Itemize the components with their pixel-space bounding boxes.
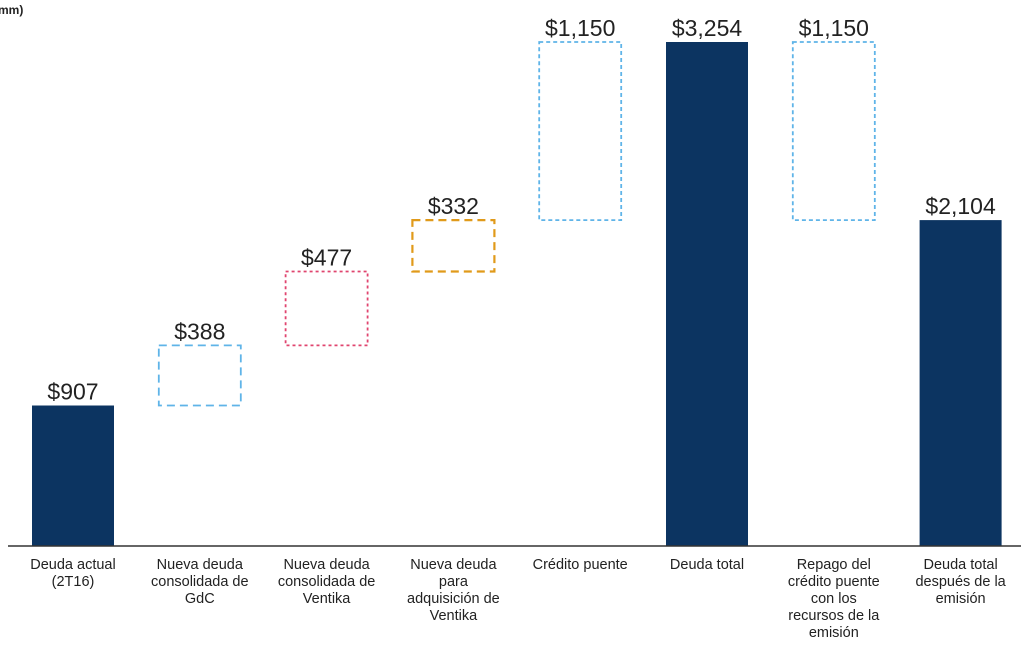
category-label-nueva-deuda-consolidada-de-ventika: Nueva deuda consolidada de Ventika (278, 557, 376, 607)
bar-deuda-actual-2t16 (32, 405, 114, 546)
category-label-deuda-total: Deuda total (670, 557, 744, 573)
value-label-nueva-deuda-consolidada-de-ventika: $477 (301, 245, 352, 271)
value-label-credito-puente: $1,150 (545, 15, 615, 41)
category-label-deuda-actual-2t16: Deuda actual (2T16) (30, 557, 115, 590)
category-label-nueva-deuda-consolidada-de-gdc: Nueva deuda consolidada de GdC (151, 557, 249, 607)
unit-label: mm) (0, 3, 23, 17)
bar-deuda-total-despues-de-la-emision (919, 220, 1002, 546)
bar-repago-del-credito-puente-con-los-recursos-de-la-emision (791, 41, 876, 222)
bar-nueva-deuda-para-adquisicion-de-ventika (411, 219, 496, 273)
value-label-nueva-deuda-para-adquisicion-de-ventika: $332 (428, 193, 479, 219)
value-label-deuda-total-despues-de-la-emision: $2,104 (925, 193, 996, 219)
bar-nueva-deuda-consolidada-de-ventika (284, 270, 369, 347)
bar-nueva-deuda-consolidada-de-gdc (157, 344, 242, 407)
category-label-repago-del-credito-puente-con-los-recursos-de-la-emision: Repago del crédito puente con los recursos … (788, 557, 880, 641)
category-label-nueva-deuda-para-adquisicion-de-ventika: Nueva deuda para adquisición de Ventika (407, 557, 500, 624)
category-label-deuda-total-despues-de-la-emision: Deuda total después de la emisión (915, 557, 1006, 607)
bar-deuda-total (666, 42, 748, 546)
value-label-repago-del-credito-puente-con-los-recursos-de-la-emision: $1,150 (799, 15, 869, 41)
value-label-deuda-total: $3,254 (672, 15, 743, 41)
category-label-credito-puente: Crédito puente (533, 557, 628, 573)
value-label-deuda-actual-2t16: $907 (47, 379, 98, 405)
value-label-nueva-deuda-consolidada-de-gdc: $388 (174, 318, 225, 344)
bar-credito-puente (538, 41, 623, 222)
